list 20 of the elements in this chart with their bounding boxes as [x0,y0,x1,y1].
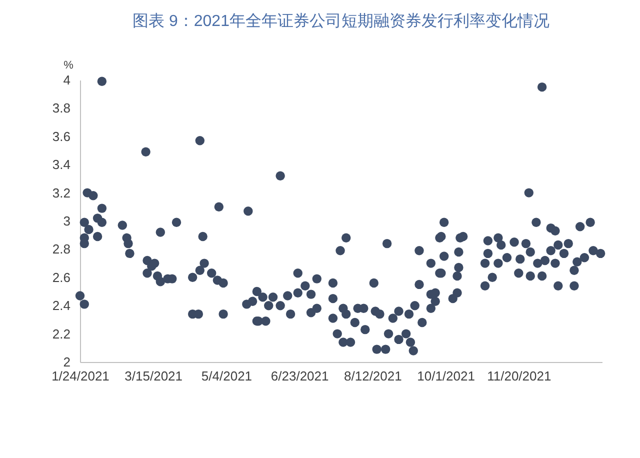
y-tick-label: 3 [63,214,70,228]
x-tick-label: 8/12/2021 [344,368,402,384]
y-tick-label: 4 [63,72,70,88]
y-tick-label: 3.4 [52,157,70,172]
y-tick-label: 3.6 [52,128,70,144]
y-tick-label: 2.6 [52,270,70,285]
x-tick-label: 1/24/2021 [52,368,110,384]
y-tick-label: 3.8 [52,100,70,116]
x-tick-label: 5/4/2021 [201,368,252,384]
y-tick-label: 3.2 [52,185,70,200]
x-tick-label: 3/15/2021 [124,368,183,384]
x-tick-label: 11/20/2021 [487,368,552,384]
y-tick-label: 2.8 [52,242,70,257]
y-tick-label: 2.4 [52,298,70,314]
x-tick-label: 6/23/2021 [270,368,329,384]
x-tick-label: 10/1/2021 [417,368,475,384]
chart-title: 图表 9：2021年全年证券公司短期融资券发行利率变化情况 [132,12,550,30]
y-axis-title: % [64,60,74,72]
y-tick-label: 2 [63,354,70,370]
y-tick-label: 2.2 [52,326,70,342]
